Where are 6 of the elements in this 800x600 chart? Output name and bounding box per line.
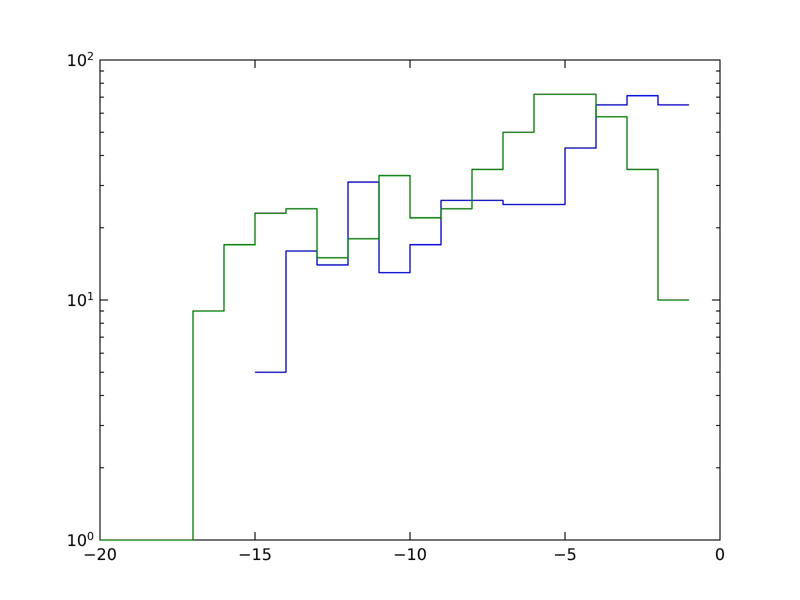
x-tick-label: −15 — [238, 545, 272, 564]
x-tick-label: 0 — [714, 545, 726, 564]
y-tick-label: 10$^{2}$ — [66, 50, 94, 70]
x-tick-label: −5 — [553, 545, 577, 564]
y-tick-label: 10$^{1}$ — [66, 290, 94, 310]
x-tick-label: −10 — [393, 545, 427, 564]
